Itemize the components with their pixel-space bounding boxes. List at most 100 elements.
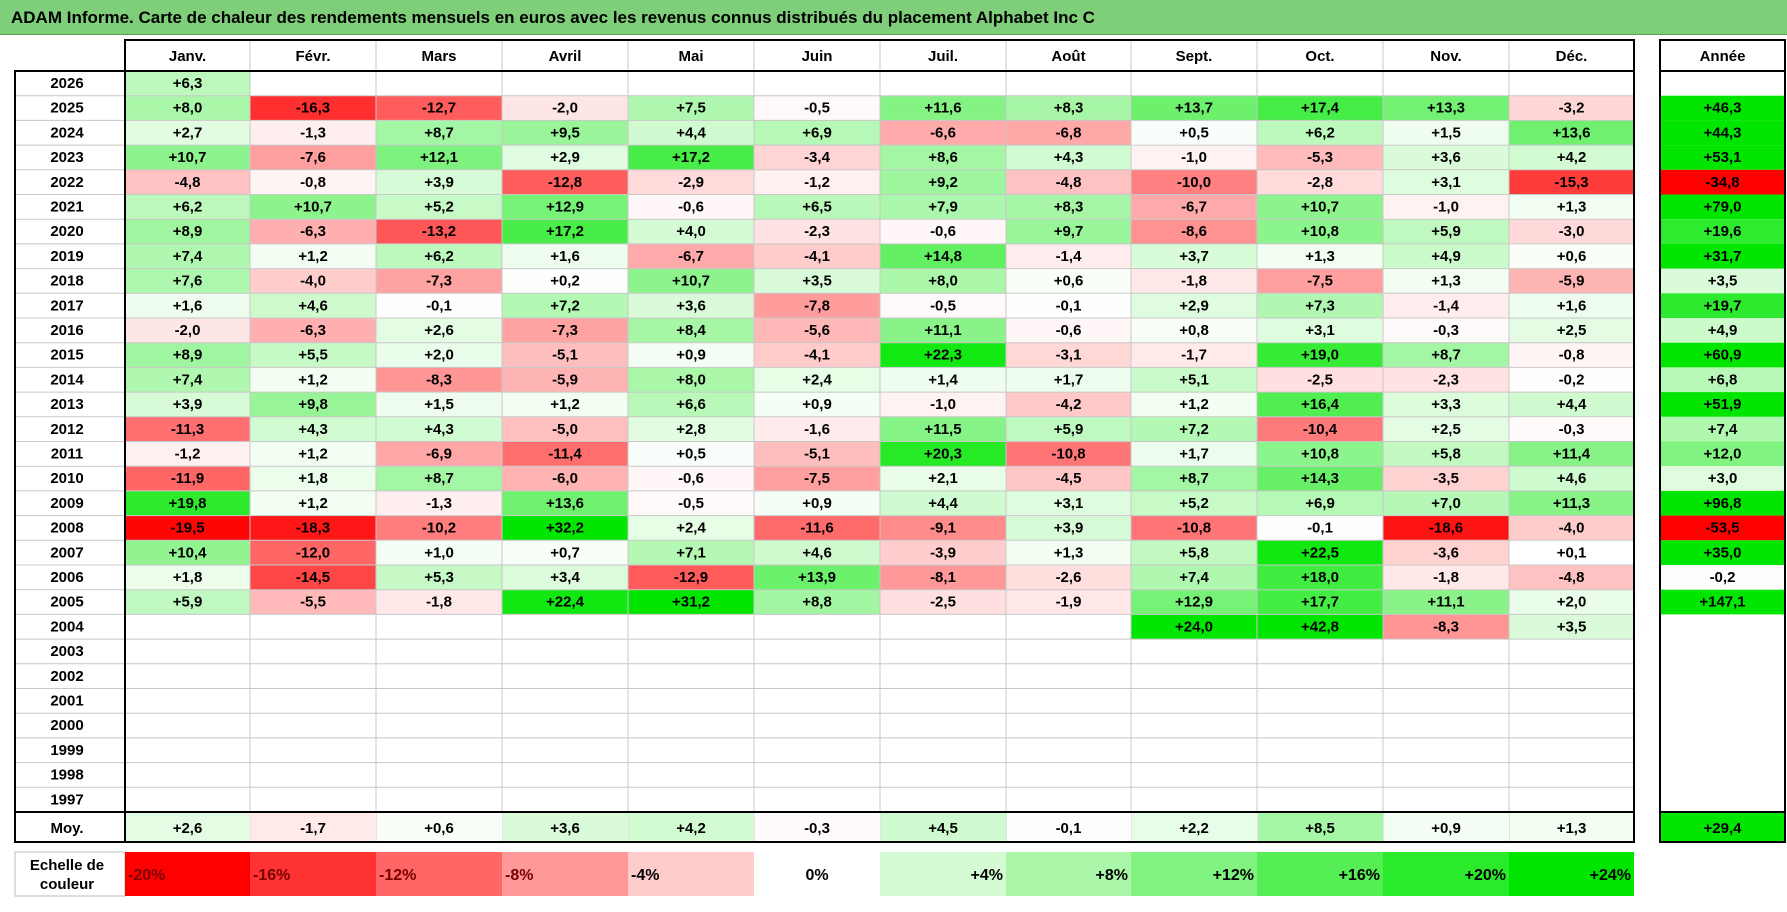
annual-value: +60,9 (1704, 347, 1742, 364)
year-label: 1998 (50, 767, 83, 784)
heatmap-cell (376, 95, 502, 121)
annual-value: +31,7 (1704, 248, 1742, 265)
average-value: +4,2 (676, 820, 706, 837)
cell-value: +4,4 (928, 495, 958, 512)
cell-value: +18,0 (1301, 569, 1339, 586)
heatmap-cell (1131, 95, 1257, 121)
cell-value: +3,6 (1431, 149, 1461, 166)
heatmap-cell (628, 194, 754, 220)
cell-value: +1,2 (298, 446, 328, 463)
heatmap-cell (250, 243, 376, 269)
heatmap-cell (1131, 318, 1257, 343)
heatmap-cell (125, 219, 250, 244)
heatmap-cell (1006, 169, 1131, 195)
heatmap-cell (1131, 441, 1257, 467)
annual-value: +7,4 (1708, 421, 1738, 438)
average-annual-value: +29,4 (1704, 820, 1743, 837)
cell-value: +7,4 (173, 248, 203, 265)
legend-step-label: -16% (253, 867, 290, 884)
cell-value: +8,9 (173, 223, 203, 240)
heatmap-cell (502, 515, 628, 541)
heatmap-cell (1509, 145, 1634, 170)
heatmap-cell (754, 392, 880, 417)
cell-value: -6,3 (300, 322, 326, 339)
heatmap-cell (250, 441, 376, 467)
cell-value: +13,9 (798, 569, 836, 586)
cell-value: +1,6 (173, 297, 203, 314)
cell-value: -8,3 (1433, 618, 1459, 635)
heatmap-cell (1006, 515, 1131, 541)
heatmap-cell (1509, 268, 1634, 294)
average-value: +8,5 (1305, 820, 1335, 837)
cell-value: -3,9 (930, 544, 956, 561)
cell-value: +8,7 (424, 124, 454, 141)
cell-value: +8,0 (676, 371, 706, 388)
average-cell (1384, 813, 1509, 841)
cell-value: +4,2 (1557, 149, 1587, 166)
cell-value: +5,5 (298, 347, 328, 364)
cell-value: +14,3 (1301, 470, 1339, 487)
cell-value: -3,4 (804, 149, 831, 166)
cell-value: -2,0 (175, 322, 201, 339)
cell-value: +5,3 (424, 569, 454, 586)
heatmap-cell (880, 219, 1006, 244)
heatmap-cell (250, 392, 376, 417)
legend-swatch (1383, 852, 1509, 896)
cell-value: +3,9 (1054, 520, 1084, 537)
cell-value: +7,6 (173, 273, 203, 290)
cell-value: +1,7 (1179, 446, 1209, 463)
heatmap-cell (1131, 342, 1257, 368)
heatmap-cell (628, 441, 754, 467)
average-cell (1510, 813, 1634, 841)
cell-value: +10,7 (1301, 199, 1339, 216)
heatmap-cell (1006, 145, 1131, 170)
annual-value: +6,8 (1708, 371, 1738, 388)
cell-value: +2,7 (173, 124, 203, 141)
heatmap-cell (250, 169, 376, 195)
cell-value: -2,8 (1307, 174, 1333, 191)
cell-value: +1,5 (1431, 124, 1461, 141)
cell-value: +10,8 (1301, 446, 1339, 463)
heatmap-cell (628, 219, 754, 244)
legend-label: couleur (40, 876, 94, 893)
heatmap-cell (1509, 614, 1634, 640)
annual-value: +46,3 (1704, 100, 1742, 117)
cell-value: +2,9 (550, 149, 580, 166)
heatmap-cell (1131, 416, 1257, 442)
cell-value: -6,7 (678, 248, 704, 265)
cell-value: +11,6 (924, 100, 961, 117)
annual-cell (1660, 490, 1785, 516)
heatmap-cell (1257, 293, 1383, 318)
cell-value: +1,2 (298, 371, 328, 388)
heatmap-cell (1509, 243, 1634, 269)
heatmap-cell (1006, 219, 1131, 244)
cell-value: -5,5 (300, 594, 326, 611)
cell-value: -4,5 (1056, 470, 1082, 487)
legend-step-label: +8% (1096, 867, 1128, 884)
heatmap-cell (1006, 342, 1131, 368)
heatmap-cell (1383, 145, 1509, 170)
heatmap-cell (250, 342, 376, 368)
cell-value: -5,0 (552, 421, 578, 438)
cell-value: +1,8 (173, 569, 203, 586)
month-header: Sept. (1176, 48, 1213, 65)
heatmap-cell (125, 293, 250, 318)
annual-cell (1660, 293, 1785, 318)
month-header: Mars (421, 48, 456, 65)
heatmap-cell (376, 490, 502, 516)
heatmap-cell (376, 441, 502, 467)
heatmap-cell (1257, 466, 1383, 491)
cell-value: +6,2 (424, 248, 454, 265)
heatmap-cell (502, 441, 628, 467)
cell-value: -1,8 (1433, 569, 1459, 586)
heatmap-cell (376, 169, 502, 195)
annual-cell (1660, 243, 1785, 269)
cell-value: +4,3 (298, 421, 328, 438)
heatmap-cell (1383, 243, 1509, 269)
cell-value: -11,4 (548, 446, 582, 463)
cell-value: +6,3 (173, 75, 203, 92)
heatmap-cell (1131, 120, 1257, 146)
month-header: Avril (549, 48, 582, 65)
cell-value: +3,7 (1179, 248, 1209, 265)
heatmap-cell (1383, 342, 1509, 368)
